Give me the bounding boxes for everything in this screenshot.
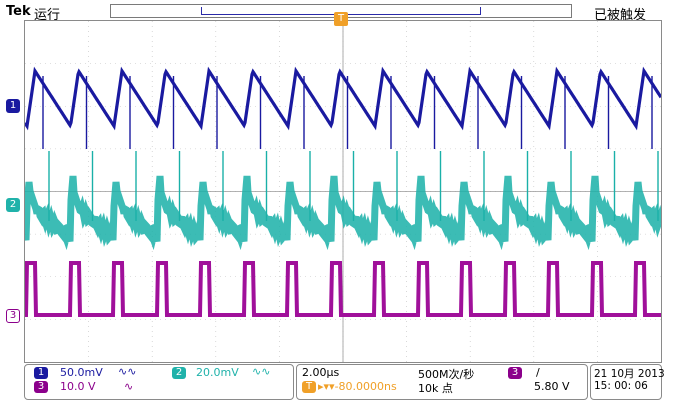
- record-length: 10k 点: [418, 382, 453, 395]
- ch1-scale[interactable]: 50.0mV: [60, 366, 103, 379]
- ch3-ground-marker[interactable]: 3: [6, 309, 20, 323]
- ch1-ground-marker[interactable]: 1: [6, 99, 20, 113]
- ch2-scale[interactable]: 20.0mV: [196, 366, 239, 379]
- time: 15: 00: 06: [594, 380, 648, 392]
- horizontal-settings-panel[interactable]: [296, 364, 588, 400]
- trigger-position[interactable]: ▸▾▾-80.0000ns: [318, 380, 397, 393]
- trigger-level[interactable]: 5.80 V: [534, 380, 570, 393]
- brand-logo: Tek: [6, 4, 31, 19]
- bandwidth-limit-icon: ∿∿: [252, 365, 271, 378]
- trigger-position-marker[interactable]: T: [334, 12, 348, 26]
- datetime-panel: [590, 364, 662, 400]
- vertical-settings-panel[interactable]: [24, 364, 294, 400]
- ch3-badge[interactable]: 3: [34, 381, 48, 393]
- waveform-canvas: [21, 21, 665, 362]
- trigger-status: 已被触发: [593, 8, 646, 23]
- ch3-waveform: [24, 261, 661, 317]
- bandwidth-limit-icon: ∿∿: [118, 365, 137, 378]
- sample-rate: 500M次/秒: [418, 368, 475, 381]
- ch2-badge[interactable]: 2: [172, 367, 186, 379]
- trigger-source-badge[interactable]: 3: [508, 367, 522, 379]
- ch1-waveform: [23, 66, 663, 131]
- run-status: 运行: [34, 8, 61, 23]
- ch2-ground-marker[interactable]: 2: [6, 198, 20, 212]
- timebase[interactable]: 2.00µs: [302, 366, 340, 379]
- ch1-badge[interactable]: 1: [34, 367, 48, 379]
- bandwidth-limit-icon: ∿: [124, 380, 134, 393]
- status-bar: 1 50.0mV ∿∿ 2 20.0mV ∿∿ 3 10.0 V ∿ 2.00µ…: [24, 364, 665, 406]
- waveform-display[interactable]: [21, 20, 665, 363]
- ch2-waveform: [21, 175, 665, 251]
- trigger-position-badge: T: [302, 381, 316, 393]
- date: 21 10月 2013: [594, 368, 665, 380]
- trigger-slope-icon[interactable]: /: [536, 366, 540, 379]
- ch3-scale[interactable]: 10.0 V: [60, 380, 96, 393]
